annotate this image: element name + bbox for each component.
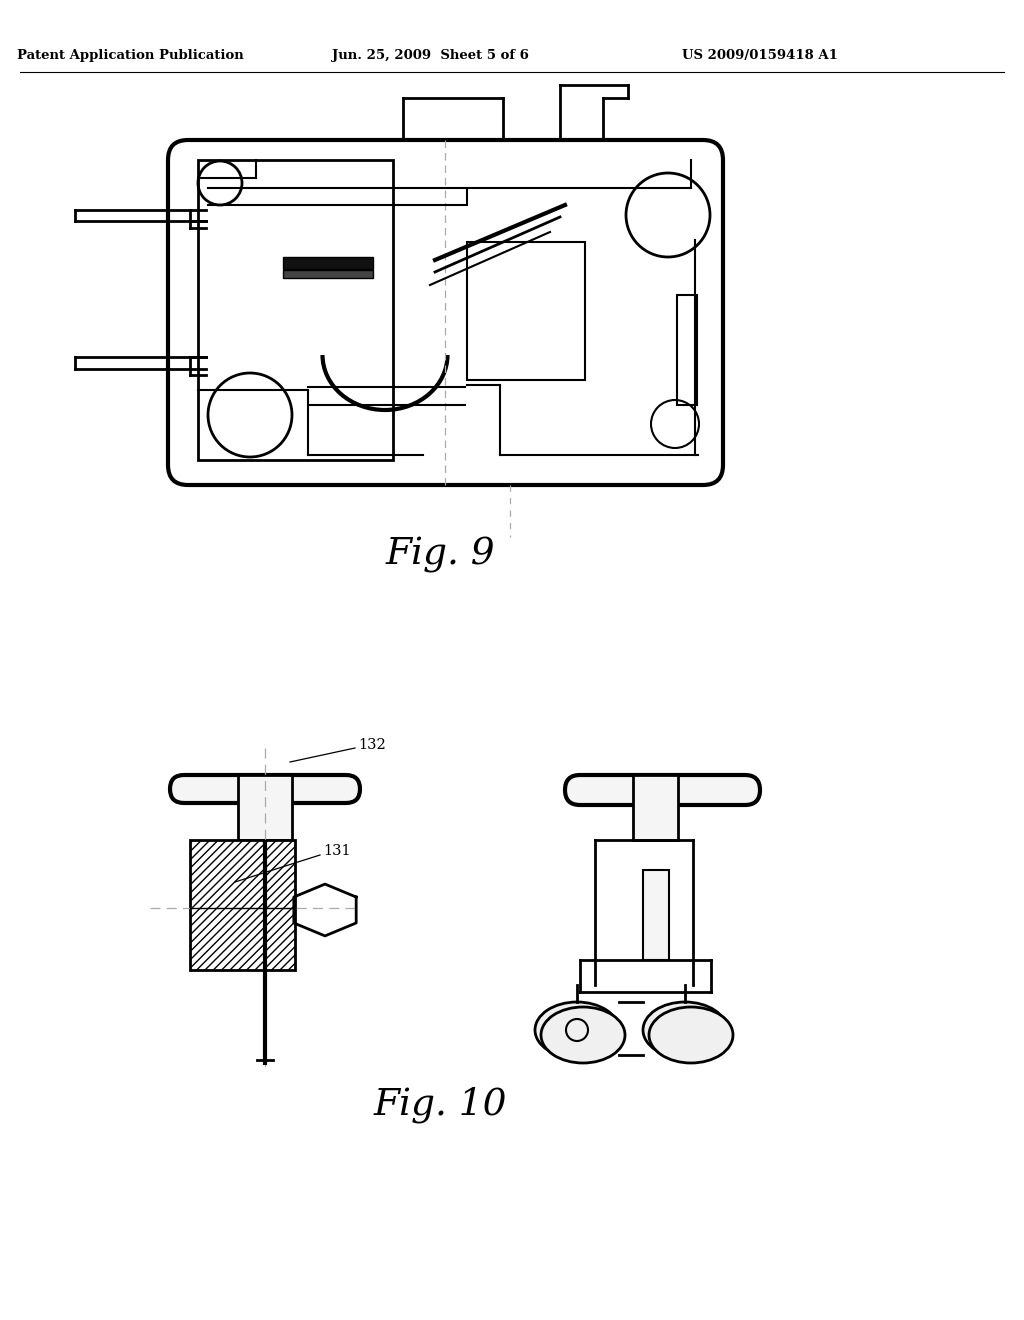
- Text: 132: 132: [358, 738, 386, 752]
- Bar: [467, 242, 585, 380]
- Bar: [283, 257, 373, 269]
- Text: 131: 131: [323, 843, 350, 858]
- Ellipse shape: [541, 1007, 625, 1063]
- FancyBboxPatch shape: [170, 775, 360, 803]
- Bar: [677, 294, 697, 405]
- Text: Jun. 25, 2009  Sheet 5 of 6: Jun. 25, 2009 Sheet 5 of 6: [332, 49, 528, 62]
- Text: Fig. 9: Fig. 9: [385, 537, 495, 573]
- FancyBboxPatch shape: [565, 775, 760, 805]
- Bar: [643, 870, 669, 960]
- Bar: [198, 160, 393, 459]
- Ellipse shape: [643, 1002, 727, 1059]
- Text: Patent Application Publication: Patent Application Publication: [16, 49, 244, 62]
- Bar: [238, 775, 292, 840]
- Bar: [190, 840, 295, 970]
- Bar: [283, 271, 373, 279]
- Text: Fig. 10: Fig. 10: [374, 1086, 507, 1123]
- Text: US 2009/0159418 A1: US 2009/0159418 A1: [682, 49, 838, 62]
- Bar: [190, 840, 295, 970]
- Bar: [633, 775, 678, 840]
- Ellipse shape: [649, 1007, 733, 1063]
- Ellipse shape: [535, 1002, 618, 1059]
